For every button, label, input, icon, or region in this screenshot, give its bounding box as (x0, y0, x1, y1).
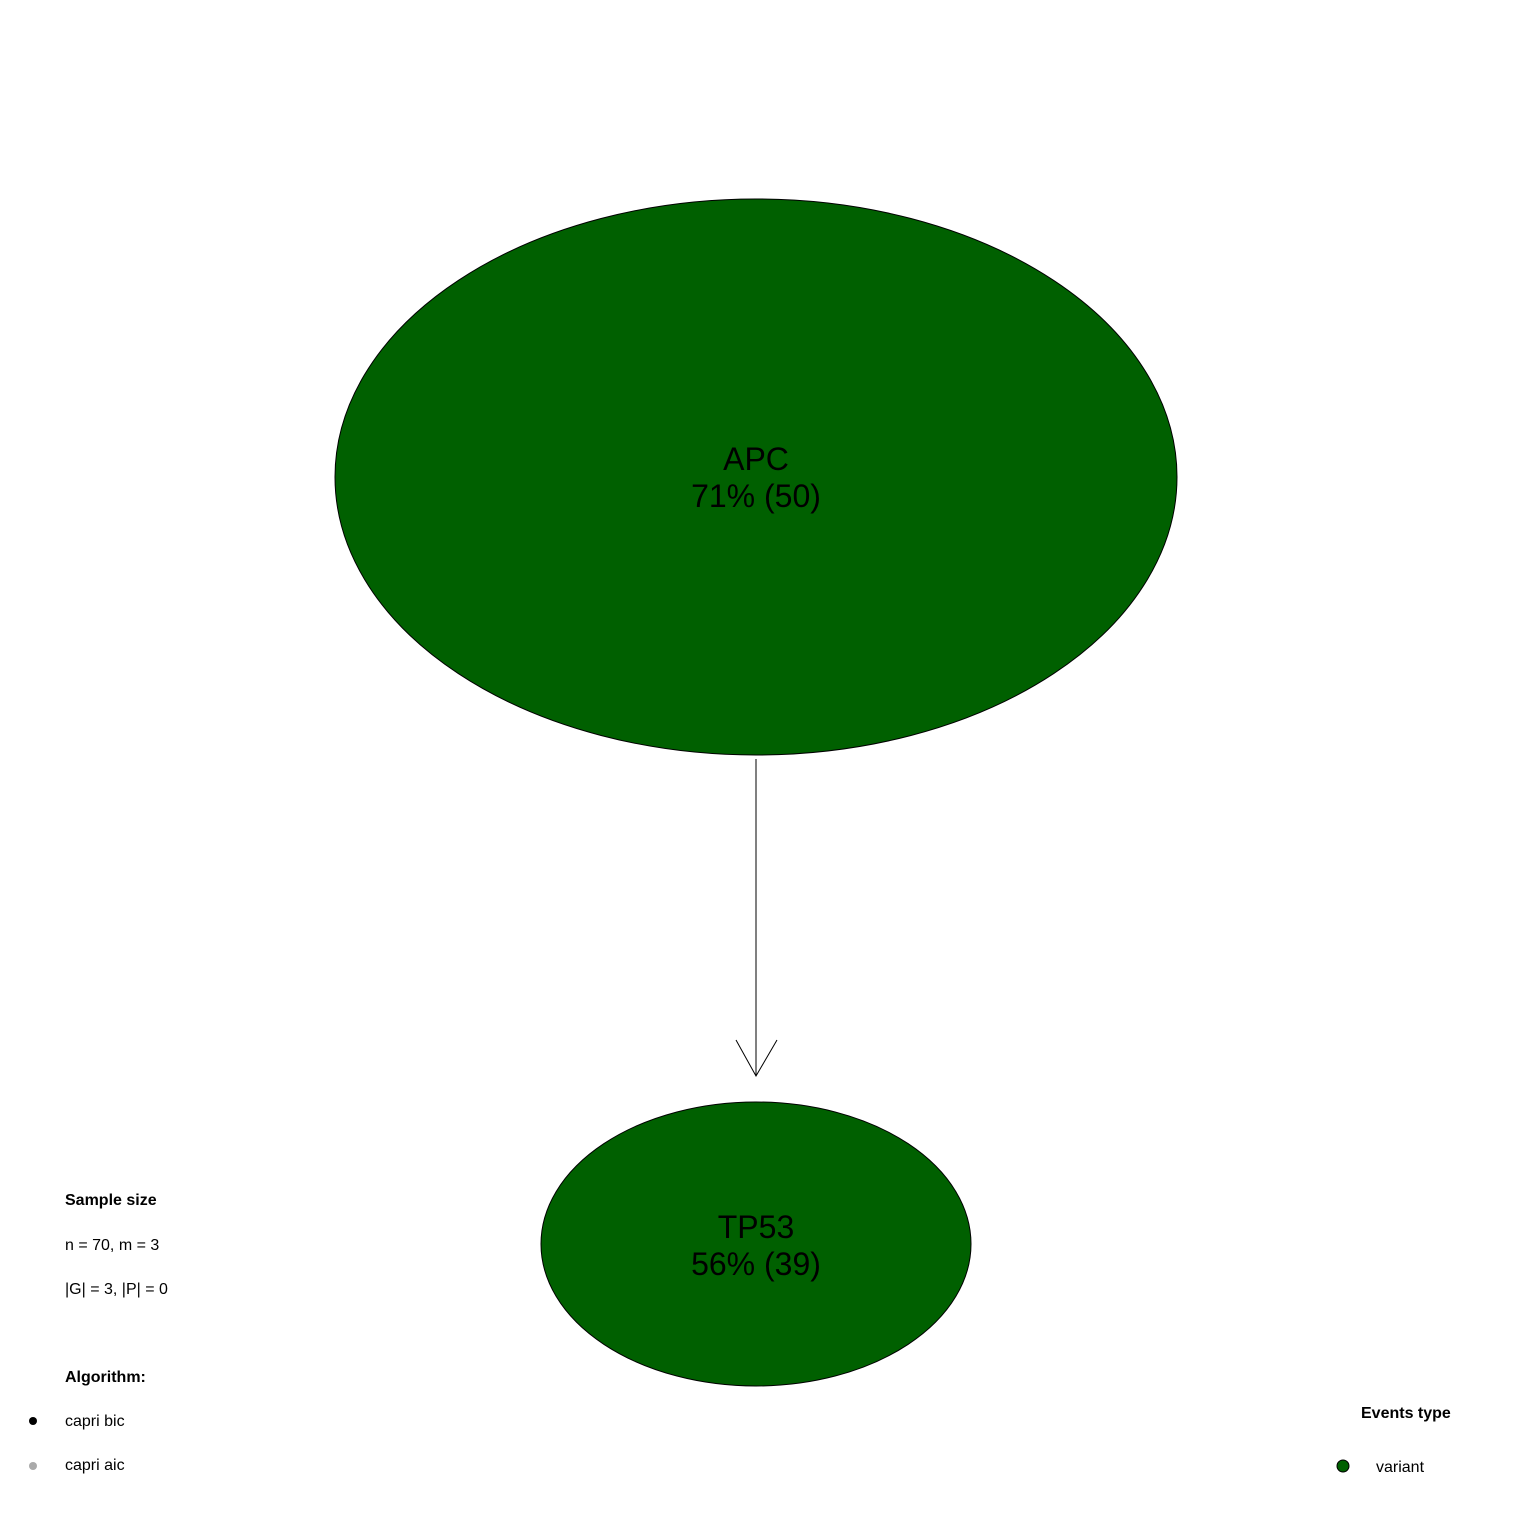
legend-events-variant-label: variant (1376, 1459, 1425, 1476)
legend-algorithm-title: Algorithm: (65, 1369, 146, 1386)
node-apc-frequency: 71% (50) (691, 478, 821, 514)
node-apc: APC 71% (50) (334, 198, 1178, 756)
legend-algorithm: Algorithm: capri bic capri aic (29, 1369, 146, 1474)
edge-arrowhead (735, 1039, 778, 1078)
node-tp53-shape (540, 1101, 972, 1387)
legend-sample-size-title: Sample size (65, 1192, 157, 1209)
legend-sample-size: Sample size n = 70, m = 3 |G| = 3, |P| =… (65, 1192, 168, 1298)
legend-sample-size-line1: n = 70, m = 3 (65, 1237, 159, 1254)
node-tp53-frequency: 56% (39) (691, 1246, 821, 1282)
legend-events-variant-marker (1336, 1459, 1350, 1473)
legend-events-type-title: Events type (1361, 1405, 1451, 1422)
legend-events-type: Events type variant (1336, 1405, 1451, 1476)
node-tp53: TP53 56% (39) (540, 1101, 972, 1387)
legend-algorithm-aic-marker (29, 1462, 37, 1470)
legend-sample-size-line2: |G| = 3, |P| = 0 (65, 1281, 168, 1298)
legend-algorithm-aic-label: capri aic (65, 1457, 125, 1474)
node-apc-name: APC (723, 441, 789, 477)
edge-apc-tp53 (735, 759, 778, 1078)
legend-algorithm-bic-marker (29, 1417, 37, 1425)
legend-algorithm-bic-label: capri bic (65, 1413, 125, 1430)
node-apc-shape (334, 198, 1178, 756)
node-tp53-name: TP53 (718, 1209, 794, 1245)
